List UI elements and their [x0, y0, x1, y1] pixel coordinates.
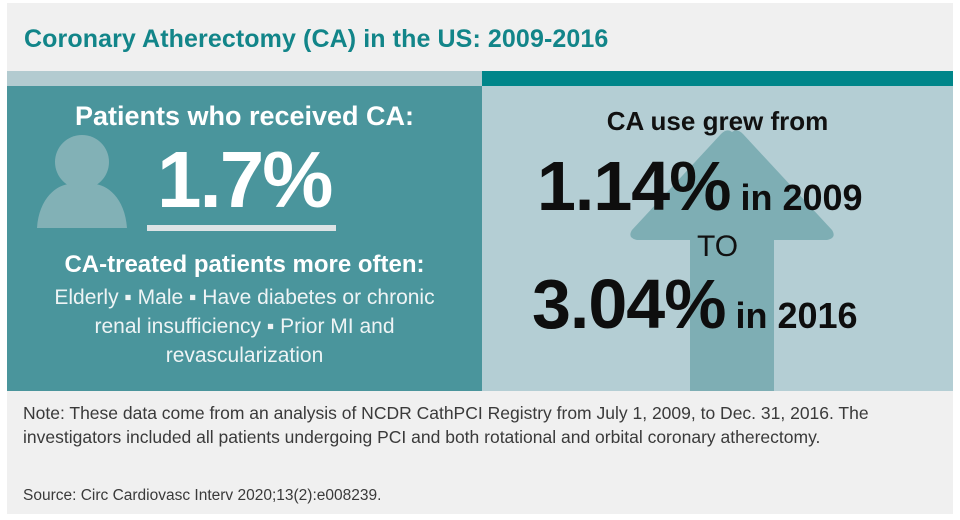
- value-underline: [147, 225, 336, 231]
- source-citation: Source: Circ Cardiovasc Interv 2020;13(2…: [23, 487, 382, 504]
- header-band-left: [7, 71, 482, 86]
- growth-panel: CA use grew from 1.14% in 2009 TO 3.04% in…: [482, 86, 953, 391]
- start-row: 1.14% in 2009: [537, 146, 863, 226]
- footnote: Note: These data come from an analysis o…: [23, 403, 869, 447]
- infographic-card: Coronary Atherectomy (CA) in the US: 200…: [7, 3, 953, 514]
- end-row: 3.04% in 2016: [532, 264, 858, 344]
- connector-text: TO: [696, 230, 739, 263]
- start-value: 1.14%: [537, 147, 731, 225]
- growth-heading: CA use grew from: [606, 106, 829, 136]
- header-band-right: [482, 71, 953, 86]
- start-year: in 2009: [740, 177, 863, 218]
- end-year: in 2016: [735, 295, 858, 336]
- patients-percentage: 1.7%: [157, 135, 333, 224]
- end-value: 3.04%: [532, 265, 726, 343]
- patients-panel: Patients who received CA: 1.7% CA-treate…: [7, 86, 482, 391]
- person-icon: [37, 135, 127, 228]
- up-arrow-icon: [630, 130, 834, 391]
- infographic-title: Coronary Atherectomy (CA) in the US: 200…: [24, 25, 609, 53]
- characteristics-heading: CA-treated patients more often:: [64, 251, 425, 278]
- characteristics-list: Elderly ▪ Male ▪ Have diabetes or chroni…: [54, 286, 435, 367]
- patients-heading: Patients who received CA:: [74, 101, 415, 131]
